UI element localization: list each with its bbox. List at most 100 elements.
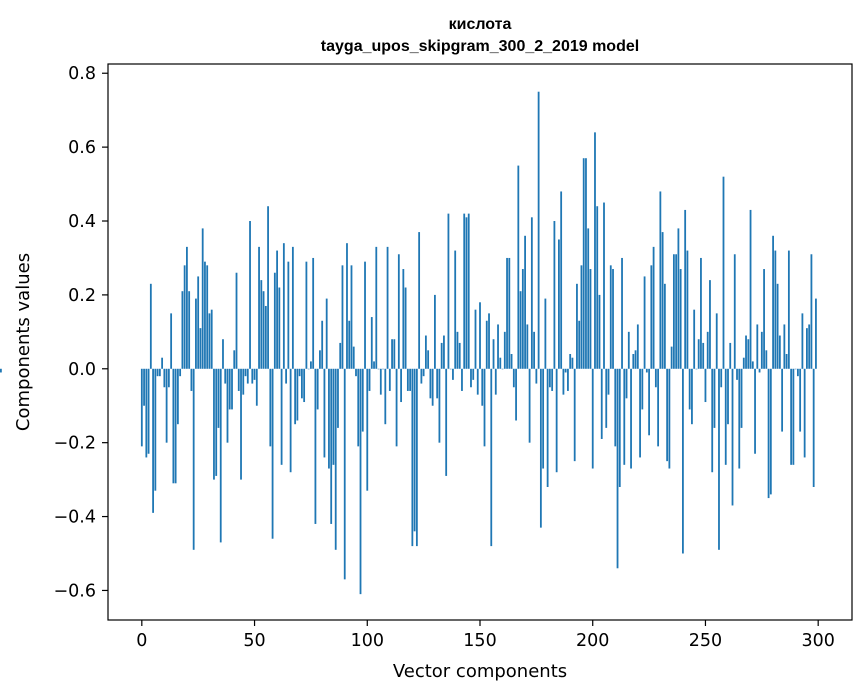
bar-222 <box>641 368 644 410</box>
bar-242 <box>686 250 689 369</box>
bar-259 <box>724 368 727 465</box>
bar-16 <box>176 368 179 425</box>
bar-155 <box>490 368 493 547</box>
x-tick-label: 300 <box>801 631 834 651</box>
bar-157 <box>494 368 497 395</box>
bar-158 <box>497 324 499 369</box>
bar-95 <box>355 368 357 377</box>
bar-91 <box>346 243 348 369</box>
bar-39 <box>228 368 231 410</box>
bar-131 <box>436 368 439 399</box>
bar-196 <box>582 158 585 369</box>
bar-227 <box>652 246 655 369</box>
bar-199 <box>589 269 592 369</box>
bar-4 <box>149 283 152 369</box>
bar-63 <box>282 243 285 369</box>
bar-36 <box>222 339 224 369</box>
bar-79 <box>319 350 321 369</box>
bar-281 <box>774 250 777 369</box>
bar-46 <box>244 368 247 377</box>
bar-106 <box>379 368 382 395</box>
bar-238 <box>677 228 680 369</box>
bar-257 <box>720 368 723 388</box>
bar-99 <box>364 261 366 369</box>
bar-167 <box>517 165 520 369</box>
bar-47 <box>246 368 249 384</box>
bar-268 <box>745 335 747 369</box>
bar-169 <box>521 269 524 369</box>
bar-6 <box>154 368 157 491</box>
bar-262 <box>731 368 734 506</box>
bar-208 <box>609 265 612 369</box>
bar-136 <box>447 213 450 369</box>
bar-116 <box>402 269 405 369</box>
bar-111 <box>391 339 393 369</box>
bar-18 <box>181 291 184 369</box>
bar-292 <box>799 368 802 432</box>
bar-41 <box>233 350 236 369</box>
x-axis-ticks: 0 50 100 150 200 250 300 <box>136 620 835 651</box>
y-tick-label: −0.6 <box>54 581 97 601</box>
bar-122 <box>415 368 418 547</box>
bar-84 <box>330 368 333 524</box>
bar-172 <box>528 368 531 443</box>
bar-253 <box>711 368 714 473</box>
x-tick-label: 100 <box>351 631 384 651</box>
bar-126 <box>424 335 427 369</box>
bar-78 <box>316 368 319 410</box>
bar-108 <box>384 368 387 425</box>
bar-53 <box>260 280 263 369</box>
bar-297 <box>810 254 813 369</box>
bar-230 <box>659 191 662 369</box>
bar-191 <box>571 357 574 369</box>
bar-50 <box>253 368 256 380</box>
bar-228 <box>654 368 657 388</box>
bar-72 <box>303 368 306 403</box>
bar-24 <box>195 298 197 369</box>
bar-260 <box>727 368 729 425</box>
bar-8 <box>158 368 161 377</box>
bar-205 <box>603 202 605 369</box>
bar-189 <box>567 368 569 391</box>
bar-40 <box>231 368 233 410</box>
bar-243 <box>688 368 691 410</box>
bar-62 <box>280 368 283 465</box>
bar-35 <box>219 368 222 543</box>
bar-133 <box>440 342 443 369</box>
bar-135 <box>445 368 448 476</box>
bar-150 <box>479 302 481 369</box>
bar-296 <box>808 324 811 369</box>
bar-278 <box>767 368 770 499</box>
bar-1 <box>143 368 145 406</box>
bar-214 <box>623 368 626 465</box>
bar-287 <box>787 250 790 369</box>
bar-113 <box>395 368 398 447</box>
y-tick-label: 0.8 <box>68 64 96 84</box>
y-tick-label: 0.4 <box>68 212 96 232</box>
bar-102 <box>370 317 373 369</box>
bar-90 <box>343 368 346 580</box>
bar-109 <box>386 246 389 369</box>
bar-183 <box>553 221 556 369</box>
bar-17 <box>179 368 182 377</box>
bar-15 <box>174 368 177 484</box>
bar-145 <box>467 213 470 369</box>
bar-59 <box>273 272 276 369</box>
bar-29 <box>206 265 209 369</box>
bar-66 <box>289 368 292 473</box>
bar-206 <box>605 368 608 428</box>
bar-25 <box>197 276 200 369</box>
bar-201 <box>594 132 596 369</box>
bar-153 <box>485 320 488 369</box>
bar-255 <box>715 313 718 369</box>
bar-103 <box>373 361 375 369</box>
bar-231 <box>661 232 664 369</box>
bar-112 <box>393 339 396 369</box>
bar-0 <box>140 368 143 447</box>
bar-141 <box>458 342 461 369</box>
bar-undefined <box>0 368 2 373</box>
bar-117 <box>404 287 407 369</box>
bar-110 <box>388 368 391 391</box>
bar-212 <box>618 368 621 487</box>
bar-68 <box>294 368 297 425</box>
